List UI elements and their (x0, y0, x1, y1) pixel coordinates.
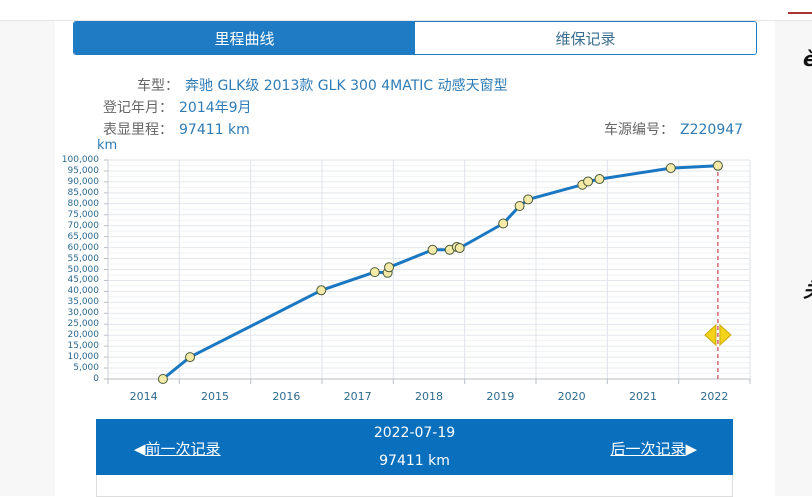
registration-value: 2014年9月 (179, 100, 252, 116)
y-tick-label: 60,000 (67, 242, 100, 253)
x-tick-label: 2019 (486, 390, 515, 403)
y-tick-label: 30,000 (67, 308, 100, 319)
data-point-marker[interactable] (316, 285, 327, 296)
data-point-marker[interactable] (712, 160, 723, 171)
tab-bar: 里程曲线 维保记录 (73, 21, 757, 55)
tab-maintenance-records[interactable]: 维保记录 (415, 22, 756, 54)
active-indicator (788, 12, 812, 14)
data-point-marker[interactable] (498, 218, 509, 229)
cursor-drag-handle-icon[interactable] (704, 323, 732, 347)
y-tick-label: 90,000 (67, 176, 100, 187)
y-tick-label: 0 (93, 374, 99, 384)
y-tick-label: 70,000 (67, 220, 100, 231)
odometer-value: 97411 km (179, 122, 250, 138)
tab-mileage-curve[interactable]: 里程曲线 (74, 22, 415, 54)
registration-row: 登记年月： 2014年9月 (90, 97, 252, 117)
x-tick-label: 2020 (557, 390, 586, 403)
data-point-marker[interactable] (384, 262, 395, 273)
right-panel: è 关 (775, 21, 812, 496)
data-point-marker[interactable] (523, 194, 534, 205)
vehicle-model-row: 车型： 奔驰 GLK级 2013款 GLK 300 4MATIC 动感天窗型 (96, 75, 508, 95)
x-tick-label: 2015 (201, 390, 229, 403)
data-point-marker[interactable] (369, 267, 380, 278)
y-tick-label: 55,000 (67, 253, 100, 264)
record-mileage: 97411 km (379, 453, 450, 469)
data-point-marker[interactable] (665, 163, 676, 174)
previous-record-link[interactable]: 前一次记录 (145, 440, 221, 458)
data-point-marker[interactable] (427, 244, 438, 255)
y-tick-label: 95,000 (67, 165, 100, 176)
source-id-label: 车源编号： (604, 122, 674, 138)
x-tick-label: 2014 (129, 390, 158, 403)
record-navigator: ◀前一次记录 2022-07-19 97411 km 后一次记录▶ (96, 419, 733, 475)
y-tick-label: 50,000 (67, 264, 100, 275)
right-panel-text: è (803, 47, 812, 71)
previous-record-button[interactable]: ◀前一次记录 (134, 438, 221, 459)
y-tick-label: 10,000 (67, 352, 100, 363)
y-tick-label: 40,000 (67, 286, 100, 297)
y-tick-label: 75,000 (67, 209, 100, 220)
model-value: 奔驰 GLK级 2013款 GLK 300 4MATIC 动感天窗型 (185, 78, 508, 94)
left-gutter (0, 21, 55, 496)
data-point-marker[interactable] (514, 200, 525, 211)
mileage-line (161, 164, 718, 381)
source-id-row: 车源编号： Z220947 (604, 119, 743, 139)
y-tick-label: 85,000 (67, 187, 100, 198)
odometer-row: 表显里程： 97411 km (90, 119, 250, 139)
x-tick-label: 2017 (343, 390, 372, 403)
y-tick-label: 45,000 (67, 275, 100, 286)
next-record-button[interactable]: 后一次记录▶ (610, 438, 697, 459)
x-tick-label: 2018 (415, 390, 443, 403)
y-tick-label: 80,000 (67, 198, 100, 209)
data-point-marker[interactable] (157, 374, 168, 384)
right-arrow-icon: ▶ (685, 440, 697, 458)
y-tick-label: 20,000 (67, 330, 100, 341)
record-detail-panel (96, 475, 733, 497)
record-date: 2022-07-19 (373, 425, 456, 441)
next-record-link[interactable]: 后一次记录 (610, 440, 686, 458)
data-point-marker[interactable] (594, 174, 605, 185)
mileage-chart[interactable]: 0 5,000 10,000 15,000 20,000 25,000 30,000 35,0… (55, 150, 775, 410)
chart-canvas[interactable] (55, 150, 775, 410)
y-tick-label: 5,000 (73, 363, 99, 374)
y-tick-label: 100,000 (61, 155, 99, 165)
odometer-label: 表显里程： (103, 122, 173, 138)
y-tick-label: 25,000 (67, 319, 100, 330)
model-label: 车型： (137, 78, 179, 94)
x-tick-label: 2016 (272, 390, 301, 403)
y-tick-label: 15,000 (67, 341, 100, 352)
x-tick-label: 2022 (700, 390, 729, 403)
y-tick-label: 65,000 (67, 231, 100, 242)
data-point-marker[interactable] (185, 352, 196, 363)
left-arrow-icon: ◀ (134, 440, 146, 458)
top-bar (0, 0, 812, 21)
registration-label: 登记年月： (103, 100, 173, 116)
y-tick-label: 35,000 (67, 297, 100, 308)
y-axis-unit: km (97, 138, 118, 153)
data-point-marker[interactable] (454, 243, 465, 254)
source-id-value: Z220947 (680, 122, 744, 138)
right-panel-text: 关 (803, 274, 812, 303)
x-tick-label: 2021 (629, 390, 657, 403)
data-point-marker[interactable] (583, 176, 594, 187)
